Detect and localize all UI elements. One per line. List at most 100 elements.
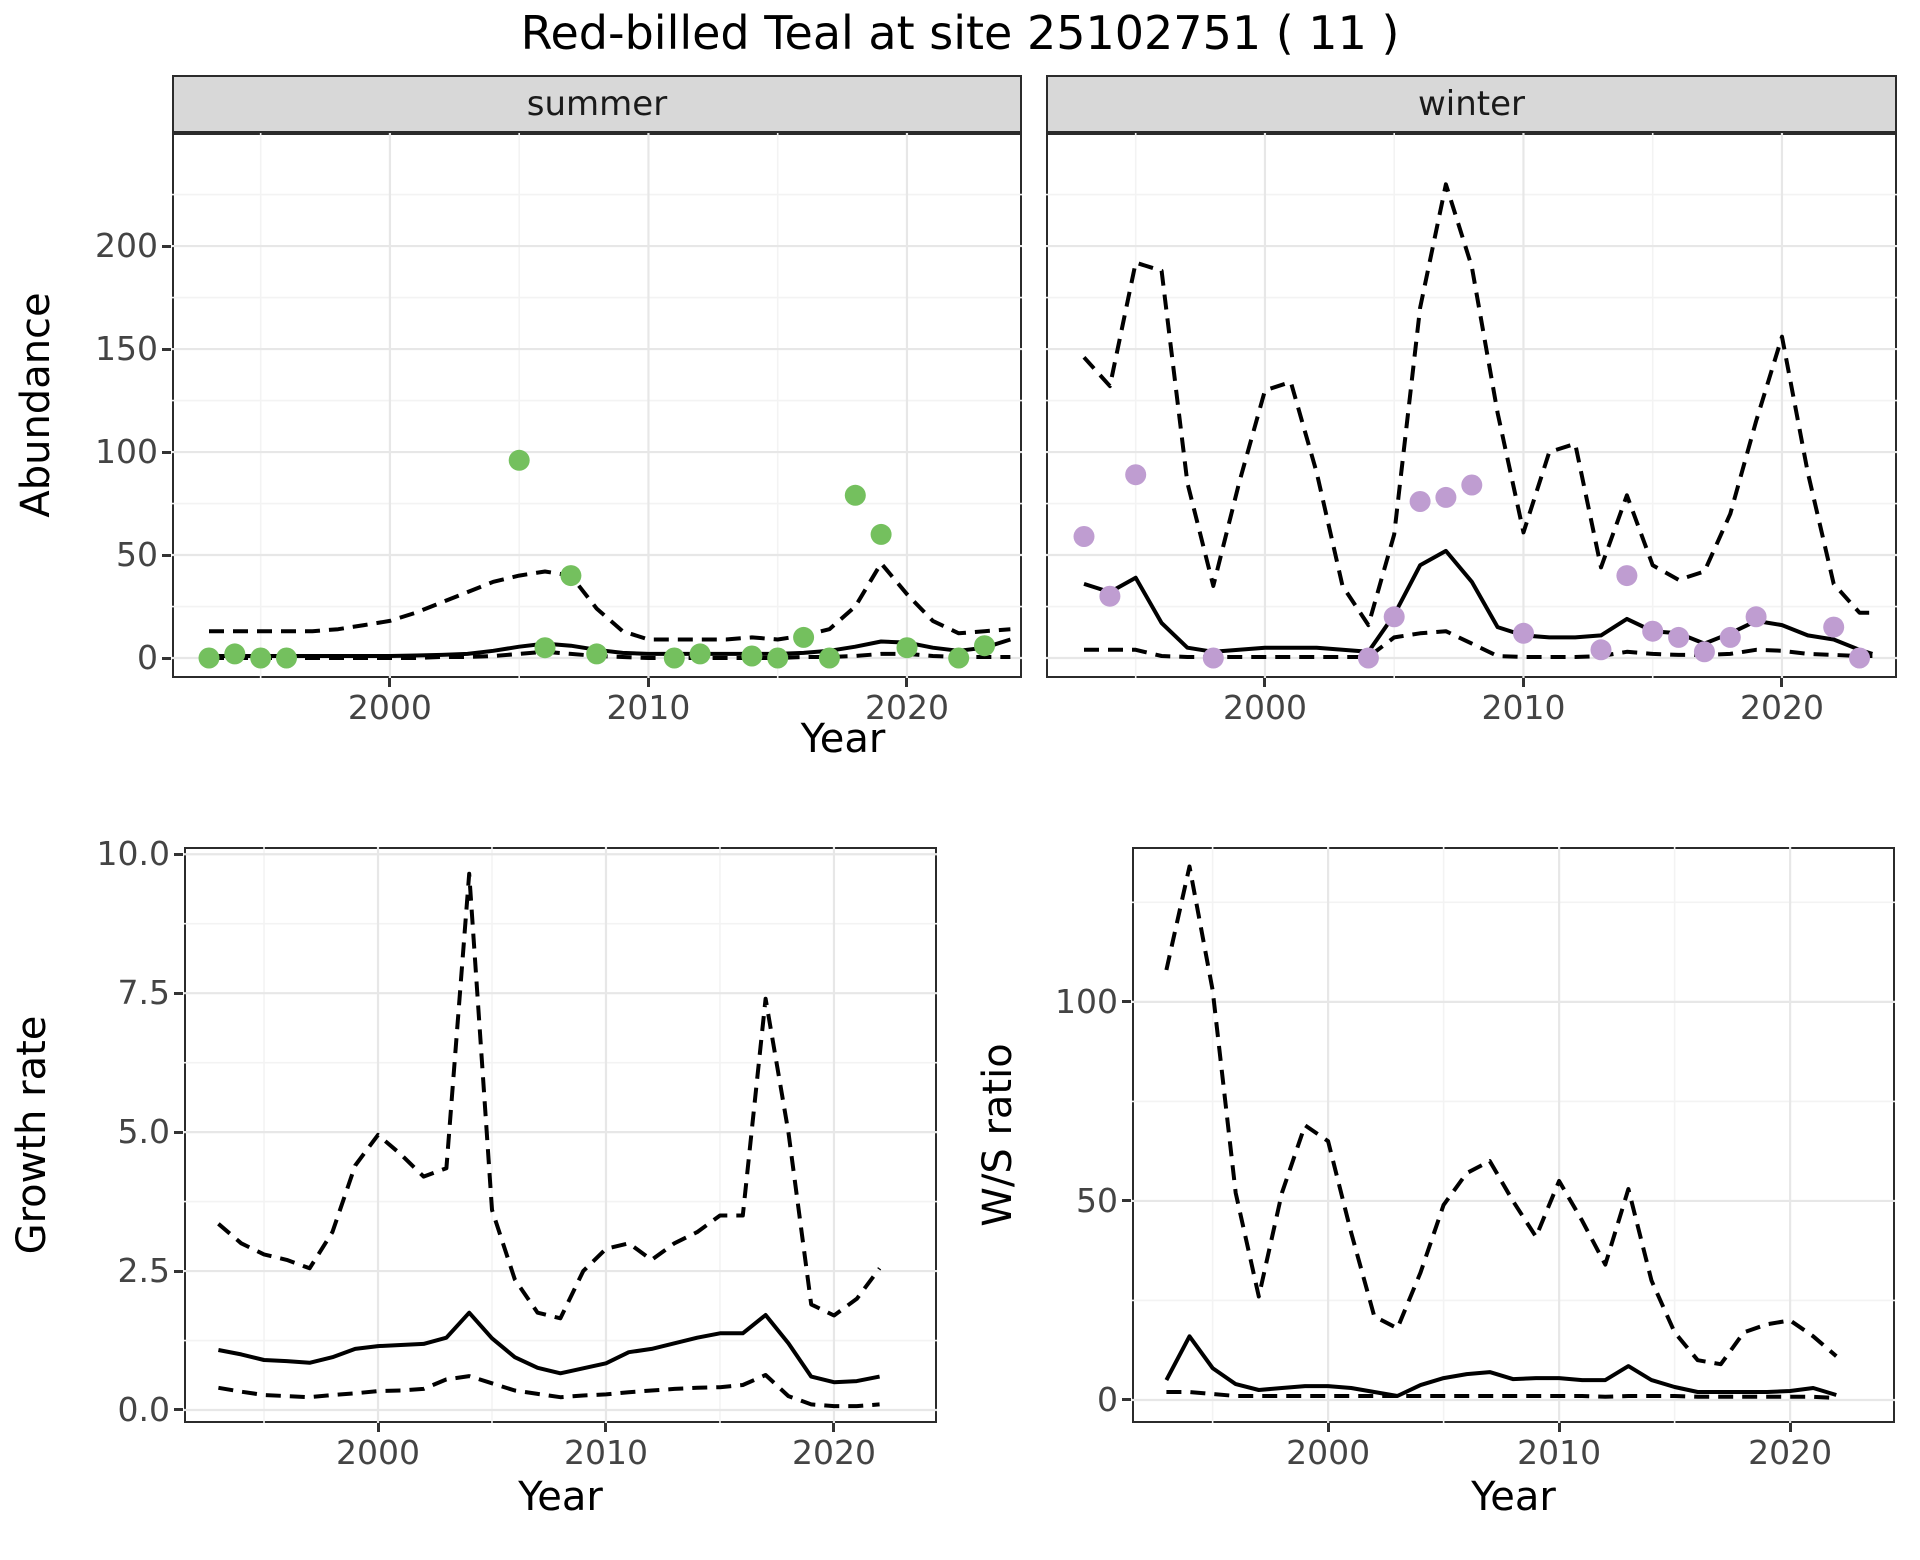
y-tick-mark xyxy=(174,1130,183,1134)
x-tick-label: 2000 xyxy=(347,688,432,727)
y-tick-mark xyxy=(174,1408,183,1412)
abundance-summer-observation-point xyxy=(689,643,711,665)
x-tick-label: 2000 xyxy=(336,1433,420,1472)
abundance-winter-observation-point xyxy=(1435,486,1457,508)
ws-ratio-lower-ci-line xyxy=(1166,1390,1837,1400)
x-tick-label: 2010 xyxy=(1517,1433,1602,1472)
abundance-summer-observation-point xyxy=(250,647,272,669)
abundance-winter-upper-ci-line xyxy=(1082,182,1873,628)
abundance-summer-observation-point xyxy=(948,647,970,669)
x-tick-mark xyxy=(376,1423,380,1432)
y-tick-label: 7.5 xyxy=(117,973,170,1013)
facet-strip-summer: summer xyxy=(172,75,1022,133)
abundance-summer-observation-point xyxy=(870,523,892,545)
abundance-winter-observation-point xyxy=(1073,526,1095,547)
ws-ratio-upper-ci-line xyxy=(1164,864,1838,1367)
y-tick-mark xyxy=(174,852,183,856)
y-tick-mark xyxy=(162,553,171,557)
abundance-summer-upper-ci-line xyxy=(209,561,1011,642)
y-tick-mark xyxy=(174,991,183,995)
x-tick-mark xyxy=(1326,1423,1330,1432)
x-tick-mark xyxy=(1780,678,1784,687)
y-tick-label: 50 xyxy=(1076,1180,1118,1220)
x-tick-mark xyxy=(1788,1423,1792,1432)
x-tick-label: 2010 xyxy=(606,688,691,727)
y-tick-label: 0 xyxy=(1097,1379,1118,1419)
facet-strip-winter: winter xyxy=(1046,75,1897,133)
abundance-winter-observation-point xyxy=(1693,641,1715,663)
x-tick-label: 2020 xyxy=(1739,688,1824,727)
x-tick-mark xyxy=(1521,678,1525,687)
y-tick-label: 5.0 xyxy=(117,1112,170,1152)
x-axis-title-year-ws: Year xyxy=(1471,1474,1556,1520)
y-tick-mark xyxy=(1122,1199,1131,1203)
abundance-winter-observation-point xyxy=(1125,464,1147,486)
y-tick-mark xyxy=(1122,1000,1131,1004)
abundance-summer-observation-point xyxy=(767,647,789,669)
growth-rate-upper-ci-line xyxy=(217,871,882,1321)
abundance-winter-observation-point xyxy=(1461,474,1483,496)
y-tick-label: 200 xyxy=(95,226,158,266)
abundance-winter-observation-point xyxy=(1668,626,1690,648)
abundance-summer-observation-point xyxy=(844,484,866,506)
abundance-winter-observation-point xyxy=(1099,585,1121,607)
y-tick-mark xyxy=(162,656,171,660)
x-tick-mark xyxy=(388,678,392,687)
abundance-winter-observation-point xyxy=(1616,565,1638,587)
abundance-summer-observation-point xyxy=(224,643,246,665)
abundance-winter-chart xyxy=(1046,133,1897,678)
abundance-summer-observation-point xyxy=(974,635,995,657)
ws-ratio-chart xyxy=(1132,847,1895,1423)
abundance-winter-observation-point xyxy=(1823,616,1845,638)
x-tick-label: 2020 xyxy=(791,1433,876,1472)
abundance-summer-observation-point xyxy=(896,637,918,659)
abundance-winter-observation-point xyxy=(1383,606,1405,628)
y-tick-label: 100 xyxy=(1055,981,1118,1021)
x-tick-mark xyxy=(1557,1423,1561,1432)
abundance-summer-observation-point xyxy=(818,647,840,669)
growth-rate-lower-ci-line xyxy=(218,1373,880,1409)
y-tick-label: 150 xyxy=(95,329,158,369)
abundance-summer-observation-point xyxy=(741,645,763,667)
abundance-winter-observation-point xyxy=(1357,647,1379,669)
y-tick-mark xyxy=(1122,1398,1131,1402)
panel-ws-ratio xyxy=(1132,847,1895,1423)
abundance-winter-observation-point xyxy=(1590,639,1612,661)
abundance-summer-observation-point xyxy=(198,647,220,669)
y-axis-title-growth-rate: Growth rate xyxy=(9,1015,55,1255)
abundance-winter-observation-point xyxy=(1849,647,1870,669)
x-tick-label: 2010 xyxy=(563,1433,648,1472)
facet-strip-winter-label: winter xyxy=(1417,84,1526,124)
abundance-summer-observation-point xyxy=(586,643,608,665)
abundance-winter-observation-point xyxy=(1745,606,1767,628)
abundance-summer-observation-point xyxy=(276,647,297,669)
ws-ratio-median-line xyxy=(1164,1334,1837,1398)
abundance-winter-observation-point xyxy=(1202,647,1224,669)
abundance-summer-observation-point xyxy=(663,647,685,669)
abundance-winter-observation-point xyxy=(1719,626,1741,648)
x-tick-label: 2000 xyxy=(1222,688,1307,727)
abundance-winter-median-line xyxy=(1083,548,1874,656)
abundance-summer-median-line xyxy=(209,637,1012,658)
y-axis-title-ws-ratio: W/S ratio xyxy=(975,1043,1021,1227)
growth-rate-median-line xyxy=(218,1310,880,1385)
abundance-winter-observation-point xyxy=(1409,491,1431,512)
abundance-winter-observation-point xyxy=(1642,620,1664,642)
x-axis-title-year-top: Year xyxy=(800,716,886,762)
x-tick-mark xyxy=(832,1423,836,1432)
y-tick-mark xyxy=(174,1269,183,1273)
abundance-summer-observation-point xyxy=(508,449,530,471)
x-tick-label: 2020 xyxy=(1748,1433,1833,1472)
y-tick-mark xyxy=(162,244,171,248)
y-tick-label: 100 xyxy=(95,432,158,472)
y-tick-label: 0 xyxy=(137,638,158,678)
x-axis-title-year-growth: Year xyxy=(518,1474,603,1520)
y-tick-mark xyxy=(162,347,171,351)
abundance-winter-observation-point xyxy=(1513,622,1534,644)
abundance-summer-observation-point xyxy=(793,626,815,648)
x-tick-label: 2020 xyxy=(864,688,949,727)
y-tick-label: 2.5 xyxy=(117,1251,170,1291)
panel-growth-rate xyxy=(184,847,937,1423)
x-tick-label: 2000 xyxy=(1286,1433,1371,1472)
abundance-winter-lower-ci-line xyxy=(1084,629,1873,659)
